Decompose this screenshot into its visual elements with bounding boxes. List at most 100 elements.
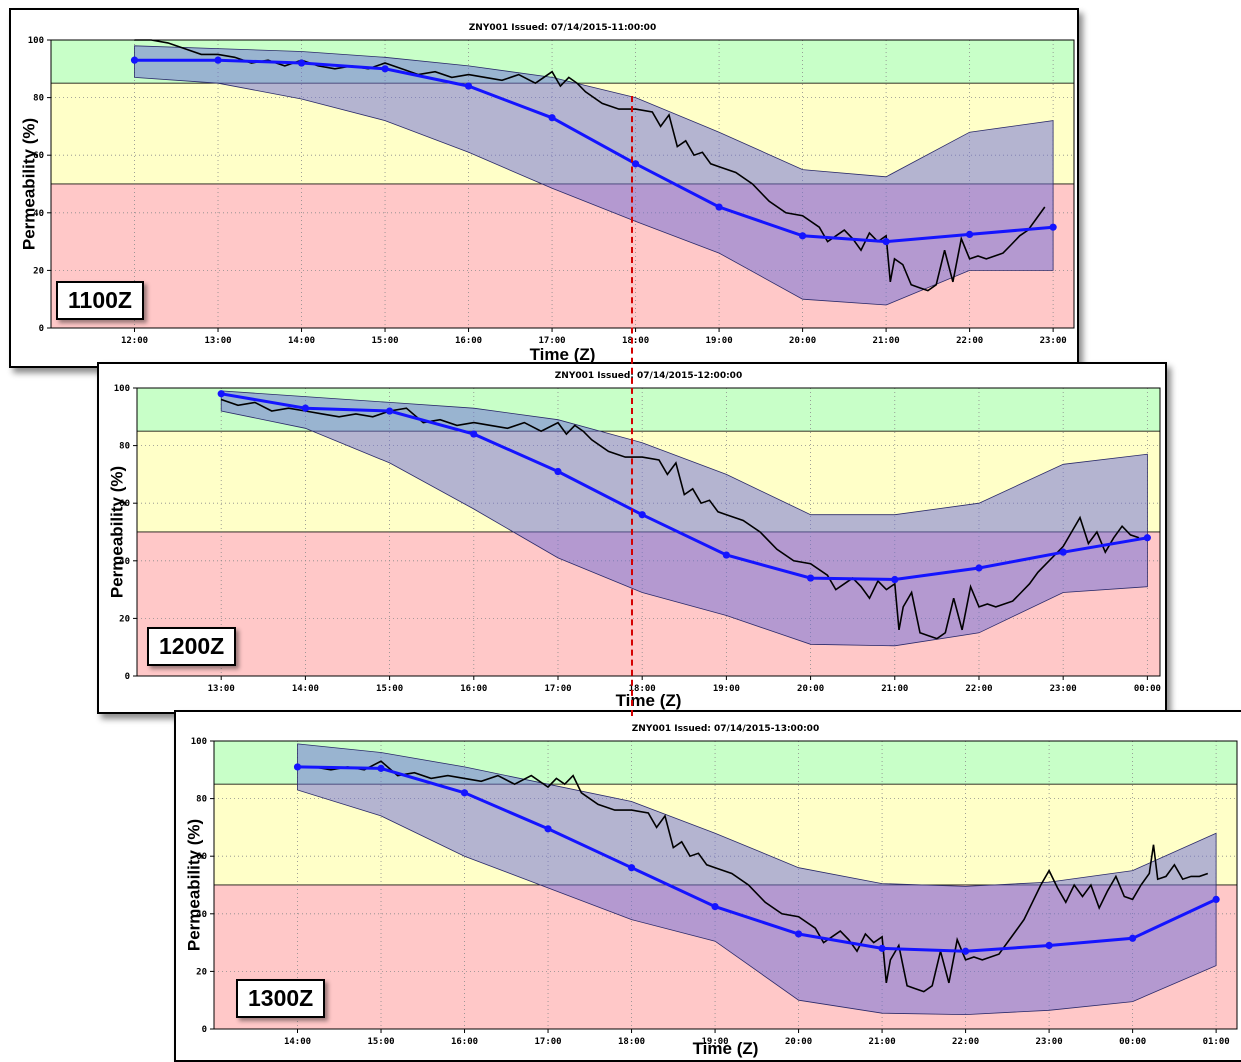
chart-1200z: 13:00 14:00 15:00 16:00 17:00 18:00 19:00 20:00… xyxy=(108,371,1161,710)
y-tick-label: 40 xyxy=(196,910,207,920)
x-tick-label: 14:00 xyxy=(284,1037,311,1047)
x-tick-label: 00:00 xyxy=(1119,1037,1146,1047)
x-tick-label: 17:00 xyxy=(539,336,566,346)
x-tick-label: 13:00 xyxy=(208,684,235,694)
x-tick-label: 21:00 xyxy=(869,1037,896,1047)
x-tick-label: 19:00 xyxy=(713,684,740,694)
forecast-point xyxy=(638,511,646,519)
reference-time-line xyxy=(631,96,633,716)
y-axis-label: Permeability (%) xyxy=(108,466,127,598)
x-tick-label: 14:00 xyxy=(292,684,319,694)
forecast-point xyxy=(794,930,803,938)
forecast-point xyxy=(975,564,983,572)
x-tick-label: 19:00 xyxy=(706,336,733,346)
x-axis-label: Time (Z) xyxy=(693,1039,759,1058)
chart-panel-1300z: 14:00 15:00 16:00 17:00 18:00 19:00 20:00 21:00… xyxy=(174,710,1241,1062)
y-tick-label: 60 xyxy=(119,499,130,509)
plot-frame xyxy=(213,740,1238,1030)
x-tick-label: 15:00 xyxy=(371,336,398,346)
x-tick-label: 23:00 xyxy=(1040,336,1067,346)
forecast-series xyxy=(134,58,1054,244)
chart-title: ZNY001 Issued: 07/14/2015-13:00:00 xyxy=(632,724,819,734)
forecast-point xyxy=(627,864,636,872)
x-tick-label: 18:00 xyxy=(629,684,656,694)
x-tick-label: 17:00 xyxy=(534,1037,561,1047)
y-tick-label: 80 xyxy=(196,795,207,805)
x-tick-label: 16:00 xyxy=(460,684,487,694)
y-tick-label: 80 xyxy=(119,442,130,452)
chart-panel-1100z: 12:00 13:00 14:00 15:00 16:00 17:00 18:00 19:00… xyxy=(9,8,1079,368)
chart-1300z: 14:00 15:00 16:00 17:00 18:00 19:00 20:00 21:00… xyxy=(185,724,1238,1058)
forecast-point xyxy=(961,947,970,955)
y-tick-label: 80 xyxy=(33,94,44,104)
x-tick-label: 17:00 xyxy=(544,684,571,694)
x-axis-label: Time (Z) xyxy=(530,345,596,364)
x-tick-label: 22:00 xyxy=(965,684,992,694)
y-tick-label: 20 xyxy=(196,967,207,977)
x-tick-label: 16:00 xyxy=(455,336,482,346)
issue-time-tag-1200z: 1200Z xyxy=(147,627,237,666)
x-tick-label: 20:00 xyxy=(789,336,816,346)
x-tick-label: 21:00 xyxy=(881,684,908,694)
forecast-point xyxy=(891,575,899,584)
y-tick-label: 0 xyxy=(125,672,130,682)
x-tick-label: 23:00 xyxy=(1036,1037,1063,1047)
y-tick-label: 20 xyxy=(119,614,130,624)
observed-series xyxy=(297,760,1209,993)
forecast-point xyxy=(297,59,306,67)
y-tick-label: 40 xyxy=(119,557,130,567)
chart-title: ZNY001 Issued: 07/14/2015-12:00:00 xyxy=(555,371,742,381)
y-tick-label: 0 xyxy=(39,324,44,334)
x-tick-label: 00:00 xyxy=(1134,684,1161,694)
x-tick-label: 18:00 xyxy=(622,336,649,346)
forecast-series xyxy=(297,765,1217,953)
issue-time-tag-1100z: 1100Z xyxy=(56,281,144,320)
y-axis-label: Permeability (%) xyxy=(20,118,39,250)
forecast-point xyxy=(385,407,394,415)
x-axis-label: Time (Z) xyxy=(616,691,682,710)
chart-1100z: 12:00 13:00 14:00 15:00 16:00 17:00 18:00 19:00… xyxy=(20,23,1075,364)
forecast-point xyxy=(882,238,890,246)
forecast-point xyxy=(966,230,974,238)
x-tick-label: 15:00 xyxy=(367,1037,394,1047)
y-tick-label: 60 xyxy=(196,852,207,862)
x-tick-label: 15:00 xyxy=(376,684,403,694)
forecast-point xyxy=(1049,223,1057,231)
forecast-point xyxy=(798,232,807,240)
forecast-point xyxy=(548,114,556,122)
x-tick-label: 01:00 xyxy=(1203,1037,1230,1047)
forecast-point xyxy=(460,789,469,797)
forecast-point xyxy=(631,160,640,168)
forecast-point xyxy=(544,825,552,833)
forecast-point xyxy=(1143,534,1151,542)
x-tick-label: 21:00 xyxy=(873,336,900,346)
issue-time-tag-1300z: 1300Z xyxy=(236,979,326,1018)
forecast-point xyxy=(377,764,385,772)
forecast-point xyxy=(381,65,389,73)
y-axis-label: Permeability (%) xyxy=(185,819,204,951)
forecast-point xyxy=(301,404,309,412)
x-tick-label: 18:00 xyxy=(618,1037,645,1047)
forecast-point xyxy=(293,763,302,771)
uncertainty-band xyxy=(134,45,1054,306)
forecast-point xyxy=(470,430,478,438)
x-tick-label: 22:00 xyxy=(956,336,983,346)
x-tick-label: 12:00 xyxy=(121,336,148,346)
forecast-point xyxy=(722,551,730,559)
x-tick-label: 16:00 xyxy=(451,1037,478,1047)
x-tick-label: 19:00 xyxy=(702,1037,729,1047)
y-tick-label: 100 xyxy=(114,384,130,394)
forecast-point xyxy=(878,944,886,952)
forecast-point xyxy=(217,390,225,398)
y-tick-label: 20 xyxy=(33,266,44,276)
y-tick-label: 100 xyxy=(191,737,207,747)
y-tick-label: 100 xyxy=(28,36,44,46)
uncertainty-band xyxy=(220,390,1148,647)
forecast-point xyxy=(464,82,473,90)
forecast-point xyxy=(130,56,139,64)
x-tick-label: 20:00 xyxy=(785,1037,812,1047)
forecast-series xyxy=(220,392,1148,582)
forecast-point xyxy=(711,903,719,911)
plot-frame xyxy=(136,387,1161,677)
uncertainty-band xyxy=(297,743,1217,1016)
